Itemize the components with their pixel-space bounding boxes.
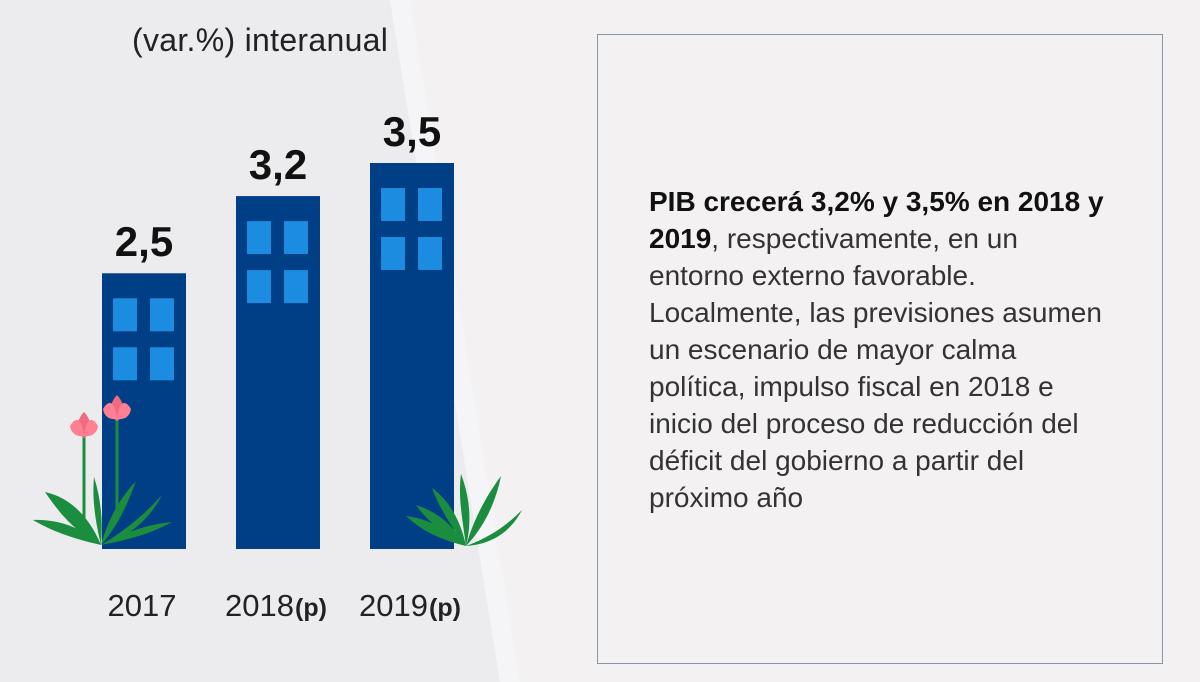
value-label-2018: 3,2 xyxy=(218,144,338,186)
plant-leaf-icon xyxy=(93,477,102,545)
summary-text: PIB crecerá 3,2% y 3,5% en 2018 y 2019, … xyxy=(649,183,1119,516)
bar-window-icon xyxy=(381,188,405,221)
bar-window-icon xyxy=(150,347,174,381)
bar-window-icon xyxy=(247,270,271,304)
category-label-2018-tag: (p) xyxy=(295,594,327,622)
value-label-2017: 2,5 xyxy=(84,221,204,263)
plant-leaf-icon xyxy=(459,474,470,546)
value-label-2018-text: 3,2 xyxy=(248,141,308,189)
flower-icon xyxy=(84,420,98,437)
chart-svg xyxy=(33,163,522,550)
chart-panel: (var.%) interanual 2,5 2017 3,2 2018(p) 3,5 2… xyxy=(0,0,570,682)
bar-window-icon xyxy=(150,298,174,332)
value-label-2017-text: 2,5 xyxy=(114,218,174,266)
category-label-2018-text: 2018 xyxy=(225,588,295,623)
bar-window-icon xyxy=(113,347,137,381)
bar-window-icon xyxy=(418,188,442,221)
plant-leaf-icon xyxy=(432,488,466,546)
flower-icon xyxy=(103,403,117,420)
flower-icon xyxy=(117,403,131,420)
plant-leaf-icon xyxy=(101,481,136,545)
category-label-2018: 2018(p) xyxy=(191,590,361,621)
bar-window-icon xyxy=(418,237,442,270)
category-label-2019-text: 2019 xyxy=(359,588,429,623)
summary-bold-text: PIB crecerá 3,2% y 3,5% en 2018 y 2019 xyxy=(649,186,1104,254)
value-label-2019: 3,5 xyxy=(352,111,472,153)
summary-body-text: , respectivamente, en un entorno externo… xyxy=(649,223,1102,513)
category-label-2019-tag: (p) xyxy=(429,594,461,622)
plant-leaf-icon xyxy=(101,522,172,545)
plant-leaf-icon xyxy=(45,492,101,545)
plant-leaf-icon xyxy=(466,476,501,546)
plant-leaf-icon xyxy=(406,516,466,546)
bar-window-icon xyxy=(247,221,271,255)
chart-title: (var.%) interanual xyxy=(132,22,389,58)
bar-window-icon xyxy=(284,221,308,255)
bar-2019 xyxy=(370,163,454,549)
text-box: PIB crecerá 3,2% y 3,5% en 2018 y 2019, … xyxy=(597,34,1163,664)
bar-window-icon xyxy=(381,237,405,270)
bar-window-icon xyxy=(284,270,308,304)
plant-leaf-icon xyxy=(416,505,466,546)
category-label-2017-text: 2017 xyxy=(107,588,177,623)
value-label-2019-text: 3,5 xyxy=(382,108,442,155)
category-label-2019: 2019(p) xyxy=(325,590,495,621)
category-label-2017: 2017 xyxy=(57,590,227,621)
bar-window-icon xyxy=(113,298,137,332)
bar-2018 xyxy=(236,196,320,550)
plant-leaf-icon xyxy=(33,519,101,545)
flower-icon xyxy=(70,420,84,437)
